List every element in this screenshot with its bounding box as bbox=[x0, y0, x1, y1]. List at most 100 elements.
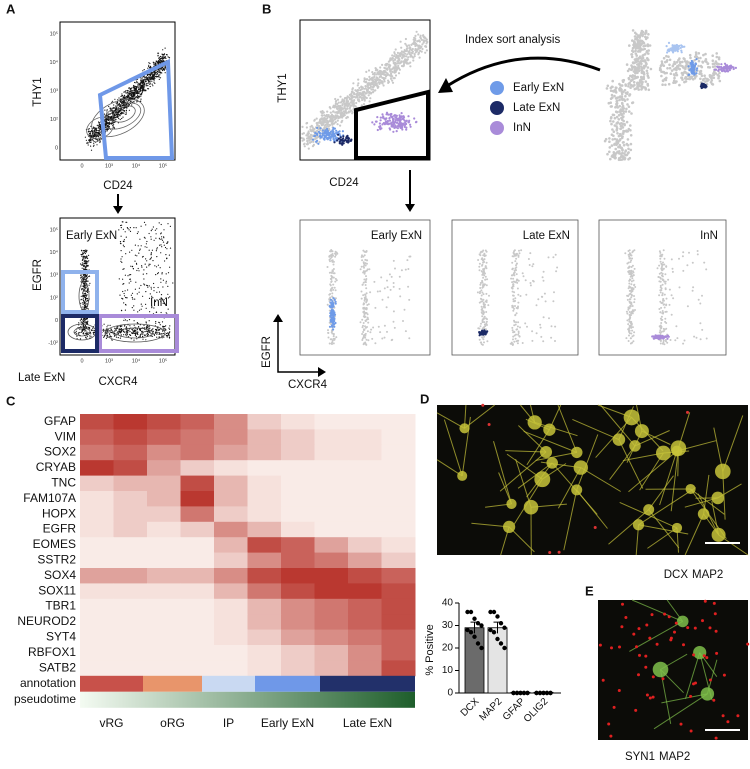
event-dot bbox=[106, 338, 107, 339]
cell-dot bbox=[368, 268, 370, 270]
event-dot bbox=[121, 334, 122, 335]
cell-dot bbox=[363, 270, 365, 272]
cell-dot bbox=[635, 60, 638, 63]
event-dot bbox=[154, 76, 155, 77]
cell-dot bbox=[380, 117, 382, 119]
event-dot bbox=[86, 140, 87, 141]
event-dot bbox=[113, 104, 114, 105]
event-dot bbox=[107, 325, 108, 326]
event-dot bbox=[114, 116, 115, 117]
event-dot bbox=[100, 128, 101, 129]
cell-dot bbox=[640, 79, 643, 82]
event-dot bbox=[159, 334, 160, 335]
event-dot bbox=[127, 92, 128, 93]
event-dot bbox=[83, 283, 84, 284]
cell-dot bbox=[412, 51, 414, 53]
event-dot bbox=[85, 326, 86, 327]
event-dot bbox=[141, 80, 142, 81]
cell-dot bbox=[367, 322, 369, 324]
cell-dot bbox=[389, 128, 391, 130]
cell-dot bbox=[685, 65, 688, 68]
event-dot bbox=[152, 84, 153, 85]
cell-dot bbox=[317, 143, 319, 145]
cell-dot bbox=[718, 75, 721, 78]
cell-dot bbox=[373, 76, 375, 78]
event-dot bbox=[142, 331, 143, 332]
cell-dot bbox=[660, 65, 663, 68]
event-dot bbox=[152, 336, 153, 337]
event-dot bbox=[80, 275, 81, 276]
event-dot bbox=[162, 56, 163, 57]
cell-dot bbox=[609, 101, 612, 104]
event-dot bbox=[151, 239, 152, 240]
cell-dot bbox=[396, 54, 398, 56]
event-dot bbox=[152, 250, 153, 251]
cell-dot bbox=[392, 60, 394, 62]
cell-dot bbox=[333, 141, 335, 143]
cell-dot bbox=[618, 110, 621, 113]
cell-dot bbox=[642, 57, 645, 60]
cell-dot bbox=[326, 123, 328, 125]
event-dot bbox=[139, 292, 140, 293]
cell-dot bbox=[353, 93, 355, 95]
event-dot bbox=[131, 88, 132, 89]
cell-dot bbox=[346, 136, 348, 138]
cell-dot bbox=[668, 83, 671, 86]
cell-dot bbox=[335, 111, 337, 113]
cell-dot bbox=[309, 142, 311, 144]
cell-dot bbox=[634, 35, 637, 38]
event-dot bbox=[152, 329, 153, 330]
cell-dot bbox=[695, 72, 697, 74]
event-dot bbox=[163, 55, 164, 56]
event-dot bbox=[127, 96, 128, 97]
cell-dot bbox=[735, 67, 737, 69]
cell-dot bbox=[380, 119, 382, 121]
event-dot bbox=[109, 122, 110, 123]
cell-dot bbox=[369, 100, 371, 102]
cell-dot bbox=[664, 78, 667, 81]
event-dot bbox=[122, 109, 123, 110]
event-dot bbox=[160, 77, 161, 78]
event-dot bbox=[163, 229, 164, 230]
cell-dot bbox=[333, 264, 335, 266]
cell-dot bbox=[363, 263, 365, 265]
event-dot bbox=[81, 321, 82, 322]
event-dot bbox=[145, 264, 146, 265]
cell-dot bbox=[382, 299, 384, 301]
event-dot bbox=[93, 128, 94, 129]
cell-dot bbox=[613, 95, 616, 98]
event-dot bbox=[122, 110, 123, 111]
cell-dot bbox=[379, 122, 381, 124]
event-dot bbox=[135, 289, 136, 290]
cell-dot bbox=[720, 63, 722, 65]
cell-dot bbox=[611, 128, 614, 131]
event-dot bbox=[124, 293, 125, 294]
event-dot bbox=[92, 139, 93, 140]
cell-dot bbox=[331, 295, 333, 297]
event-dot bbox=[162, 240, 163, 241]
cell-dot bbox=[344, 107, 346, 109]
cell-dot bbox=[393, 286, 395, 288]
cell-dot bbox=[632, 50, 635, 53]
cell-dot bbox=[715, 60, 718, 63]
event-dot bbox=[76, 333, 77, 334]
event-dot bbox=[132, 90, 133, 91]
event-dot bbox=[143, 269, 144, 270]
event-dot bbox=[88, 129, 89, 130]
event-dot bbox=[146, 85, 147, 86]
event-dot bbox=[121, 236, 122, 237]
event-dot bbox=[166, 281, 167, 282]
cell-dot bbox=[374, 89, 376, 91]
cell-dot bbox=[630, 112, 633, 115]
cell-dot bbox=[389, 120, 391, 122]
event-dot bbox=[155, 332, 156, 333]
cell-dot bbox=[351, 105, 353, 107]
event-dot bbox=[143, 325, 144, 326]
cell-dot bbox=[378, 71, 380, 73]
event-dot bbox=[93, 145, 94, 146]
cell-dot bbox=[371, 71, 373, 73]
cell-dot bbox=[405, 330, 407, 332]
cell-dot bbox=[605, 138, 608, 141]
event-dot bbox=[129, 110, 130, 111]
event-dot bbox=[134, 261, 135, 262]
